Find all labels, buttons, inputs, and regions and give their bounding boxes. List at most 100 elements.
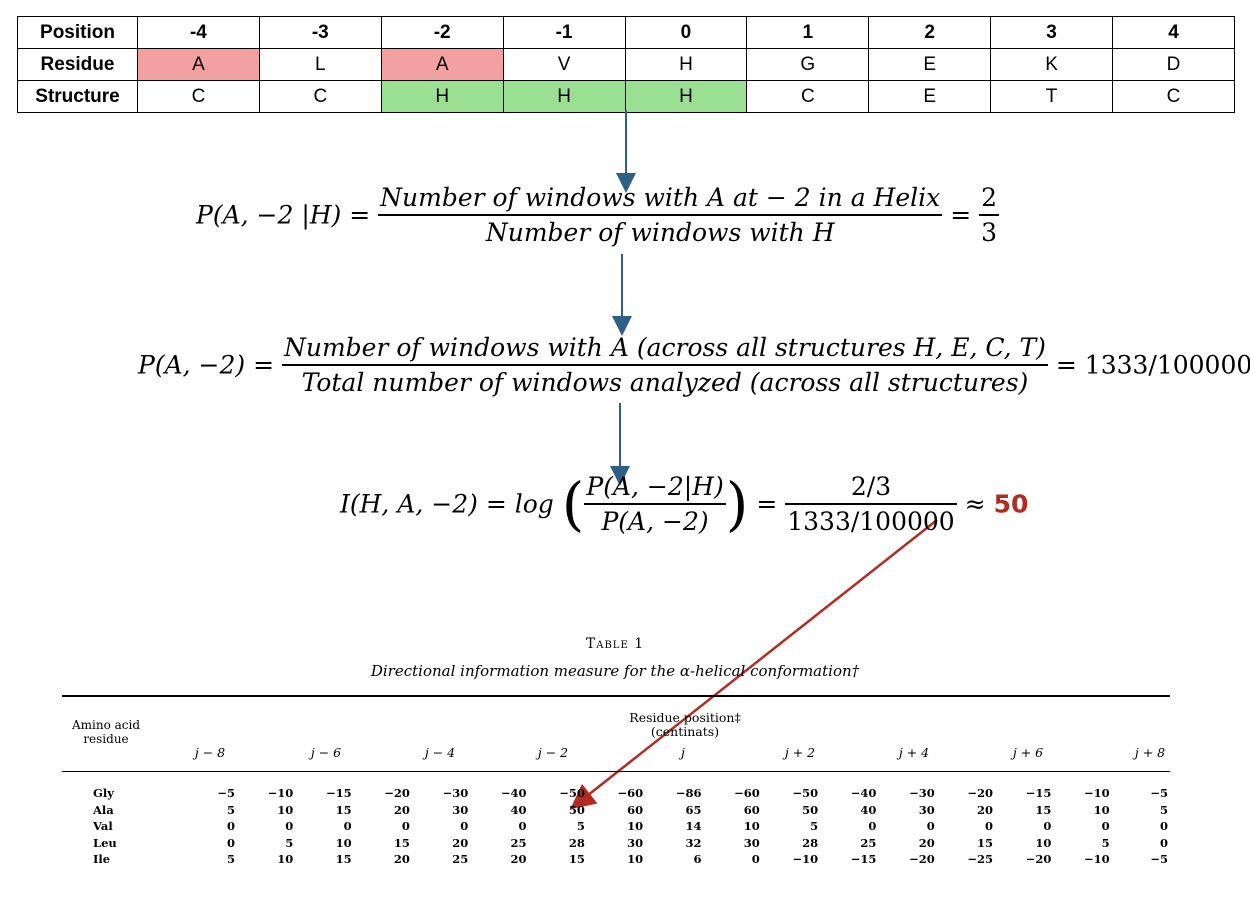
residue-name: Val xyxy=(93,819,113,834)
table-cell: 32 xyxy=(685,835,702,850)
eq2-denominator: Total number of windows analyzed (across… xyxy=(281,364,1048,397)
table-cell: 30 xyxy=(918,802,935,817)
position-cell: 1 xyxy=(746,16,870,49)
table-cell: 5 xyxy=(285,835,294,850)
table-cell: 0 xyxy=(926,819,935,834)
table-cell: −5 xyxy=(217,786,235,800)
table-cell: 5 xyxy=(1159,802,1168,817)
table-cell: 10 xyxy=(627,852,644,867)
table-cell: −20 xyxy=(1025,852,1052,867)
right-paren: ) xyxy=(725,470,749,538)
table-cell: 0 xyxy=(226,835,235,850)
mid-rule xyxy=(62,771,1170,772)
row-label: Position xyxy=(17,16,138,49)
table-cell: −15 xyxy=(325,786,352,800)
structure-row: Structure C C H H H C E T C xyxy=(17,80,1235,113)
structure-cell: C xyxy=(258,80,382,113)
column-header-unit: (centinats) xyxy=(650,724,720,739)
table-cell: 10 xyxy=(277,802,294,817)
table-cell: 10 xyxy=(335,835,352,850)
table-cell: 50 xyxy=(802,802,819,817)
table-cell: 0 xyxy=(460,819,469,834)
table-cell: 0 xyxy=(401,819,410,834)
paper-table-caption: Directional information measure for the … xyxy=(370,662,860,680)
position-cell: 0 xyxy=(624,16,748,49)
table-cell: 28 xyxy=(802,835,819,850)
table-cell: 0 xyxy=(1101,819,1110,834)
table-cell: −15 xyxy=(1025,786,1052,800)
table-cell: −60 xyxy=(617,786,644,800)
position-cell: -4 xyxy=(137,16,260,49)
residue-cell-highlighted: A xyxy=(380,48,504,81)
table-cell: 20 xyxy=(452,835,469,850)
table-cell: 20 xyxy=(393,852,410,867)
position-cell: -2 xyxy=(380,16,504,49)
table-cell: −20 xyxy=(967,786,994,800)
table-cell: −40 xyxy=(500,786,527,800)
table-cell: −20 xyxy=(909,852,935,867)
structure-cell: C xyxy=(137,80,260,113)
table-cell: 0 xyxy=(751,852,760,867)
row-label: Residue xyxy=(17,48,138,81)
table-cell: −50 xyxy=(559,786,585,800)
residue-cell: E xyxy=(868,48,992,81)
column-label: j + 6 xyxy=(1012,745,1044,760)
column-header: Residue position‡ (centinats) xyxy=(585,711,785,739)
table-cell: −50 xyxy=(792,786,819,800)
table-cell: 10 xyxy=(743,819,760,834)
eq2-fraction: Number of windows with A (across all str… xyxy=(281,333,1048,397)
table-cell: 20 xyxy=(393,802,410,817)
column-label: j + 4 xyxy=(898,745,930,760)
eq1-numerator: Number of windows with A at − 2 in a Hel… xyxy=(380,183,941,212)
column-label: j − 2 xyxy=(537,745,569,760)
eq1-denominator: Number of windows with H xyxy=(378,214,943,247)
position-cell: -3 xyxy=(258,16,382,49)
table-cell: 10 xyxy=(277,852,294,867)
table-cell: 15 xyxy=(1035,802,1052,817)
eq2-lhs: P(A, −2) = xyxy=(138,350,275,380)
residue-cell: D xyxy=(1112,48,1235,81)
column-header-title: Residue position‡ xyxy=(629,710,741,725)
table-cell: 5 xyxy=(1101,835,1110,850)
equation-prior-probability: P(A, −2) = Number of windows with A (acr… xyxy=(138,333,1250,397)
table-cell: −30 xyxy=(909,786,935,800)
column-label: j − 8 xyxy=(194,745,226,760)
table-cell: 5 xyxy=(226,802,235,817)
position-cell: 4 xyxy=(1112,16,1235,49)
equation-information-measure: I(H, A, −2) = log ( P(A, −2|H) P(A, −2) … xyxy=(340,472,1028,536)
table-cell: 60 xyxy=(627,802,644,817)
column-label: j − 4 xyxy=(424,745,456,760)
table-cell: −60 xyxy=(734,786,760,800)
structure-cell: T xyxy=(990,80,1113,113)
column-label: j + 2 xyxy=(784,745,816,760)
table-cell: 0 xyxy=(343,819,352,834)
residue-name: Gly xyxy=(93,786,114,800)
residue-row: Residue A L A V H G E K D xyxy=(17,48,1235,81)
residue-name: Ile xyxy=(93,852,111,867)
column-label: j + 8 xyxy=(1134,745,1166,760)
eq1-value-num: 2 xyxy=(981,183,997,212)
left-paren: ( xyxy=(561,470,585,538)
table-cell: −10 xyxy=(792,852,819,867)
table-cell: 6 xyxy=(693,852,702,867)
residue-cell: K xyxy=(990,48,1113,81)
eq1-value-den: 3 xyxy=(979,214,999,247)
table-cell: −10 xyxy=(1084,786,1110,800)
position-row: Position -4 -3 -2 -1 0 1 2 3 4 xyxy=(17,16,1235,49)
table-cell: 25 xyxy=(860,835,877,850)
table-cell: −5 xyxy=(1150,852,1168,867)
eq2-rhs: = 1333/100000 xyxy=(1055,350,1250,380)
eq2-numerator: Number of windows with A (across all str… xyxy=(283,333,1046,362)
table-cell: 0 xyxy=(226,819,235,834)
table-cell: 5 xyxy=(810,819,819,834)
structure-cell-helix: H xyxy=(502,80,626,113)
table-cell: 15 xyxy=(335,852,352,867)
column-label: j − 6 xyxy=(310,745,342,760)
structure-cell-helix: H xyxy=(380,80,504,113)
residue-name: Ala xyxy=(93,802,114,817)
eq3-value-fraction: 2/3 1333/100000 xyxy=(785,472,957,536)
structure-cell: C xyxy=(1112,80,1235,113)
table-cell: −10 xyxy=(1084,852,1110,867)
row-header: Amino acid residue xyxy=(71,718,141,746)
